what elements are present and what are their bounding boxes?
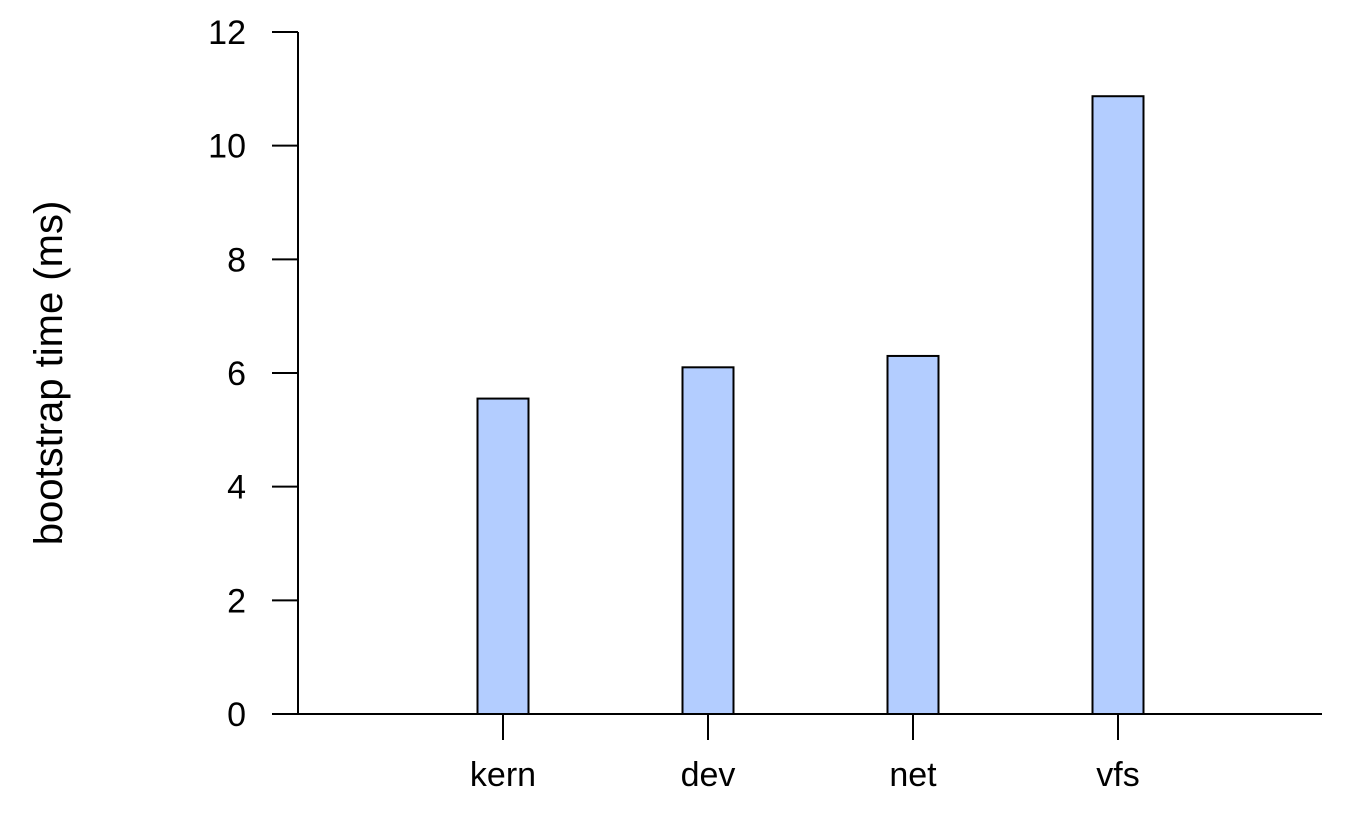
x-tick-label-dev: dev bbox=[681, 756, 736, 794]
y-tick-label: 10 bbox=[208, 128, 246, 166]
bar-kern bbox=[476, 397, 530, 715]
y-tick-label: 8 bbox=[227, 241, 246, 279]
y-tick-label: 6 bbox=[227, 355, 246, 393]
y-axis-label: bootstrap time (ms) bbox=[27, 201, 71, 546]
y-tick-label: 0 bbox=[227, 696, 246, 734]
x-tick-label-kern: kern bbox=[470, 756, 536, 794]
bars bbox=[476, 95, 1145, 715]
x-axis: kern dev net vfs bbox=[298, 713, 1322, 794]
y-tick-label: 4 bbox=[227, 469, 246, 507]
bar-dev bbox=[681, 366, 735, 715]
x-tick-label-net: net bbox=[889, 756, 937, 794]
y-axis: 0 2 4 6 8 10 12 bbox=[208, 14, 299, 734]
y-tick-label: 12 bbox=[208, 14, 246, 52]
bar-vfs bbox=[1091, 95, 1145, 715]
y-tick-label: 2 bbox=[227, 582, 246, 620]
bar-net bbox=[886, 354, 940, 715]
x-tick-label-vfs: vfs bbox=[1096, 756, 1139, 794]
